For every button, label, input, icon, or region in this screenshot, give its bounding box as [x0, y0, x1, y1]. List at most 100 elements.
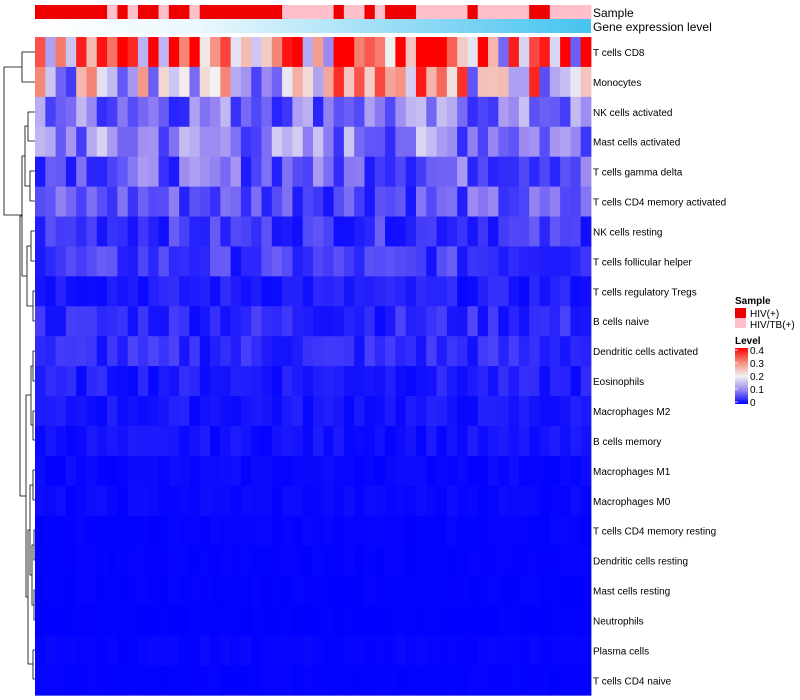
heatmap-cell	[415, 336, 427, 367]
heatmap-cell	[86, 485, 98, 517]
heatmap-cell	[426, 396, 437, 427]
heatmap-cell	[230, 66, 242, 98]
heatmap-cell	[549, 545, 561, 576]
heatmap-cell	[199, 545, 211, 576]
heatmap-cell	[261, 396, 273, 427]
heatmap-cell	[374, 396, 386, 427]
heatmap-cell	[570, 276, 582, 307]
heatmap-cell	[179, 186, 190, 217]
heatmap-cell	[45, 306, 56, 337]
heatmap-cell	[374, 336, 386, 367]
heatmap-cell	[364, 306, 376, 337]
heatmap-cell	[415, 545, 427, 576]
heatmap-cell	[65, 336, 77, 367]
heatmap-cell	[333, 276, 345, 307]
row-label: T cells gamma delta	[593, 168, 683, 179]
heatmap-cell	[415, 665, 427, 696]
heatmap-cell	[457, 545, 468, 576]
heatmap-cell	[498, 156, 510, 187]
heatmap-cell	[86, 276, 98, 307]
heatmap-cell	[137, 126, 149, 158]
heatmap-cell	[498, 665, 510, 696]
heatmap-cell	[549, 635, 561, 666]
heatmap-cell	[405, 37, 417, 68]
heatmap-cell	[35, 66, 46, 98]
heatmap-cell	[467, 66, 479, 98]
heatmap-cell	[518, 96, 530, 128]
heatmap-cell	[385, 276, 396, 307]
heatmap-cell	[343, 276, 355, 307]
heatmap-cell	[446, 545, 458, 576]
heatmap-cell	[55, 366, 67, 397]
heatmap-cell	[179, 515, 190, 547]
heatmap-cell	[426, 485, 437, 517]
heatmap-cell	[323, 366, 334, 397]
heatmap-cell	[539, 336, 551, 367]
heatmap-cell	[518, 575, 530, 606]
heatmap-cell	[271, 186, 283, 217]
sample-annotation-cell	[343, 5, 355, 19]
heatmap-cell	[539, 485, 551, 517]
heatmap-cell	[508, 156, 520, 187]
heatmap-cell	[385, 605, 396, 636]
heatmap-cell	[189, 425, 201, 457]
heatmap-cell	[107, 96, 118, 128]
heatmap-cell	[86, 575, 98, 606]
heatmap-cell	[148, 425, 159, 457]
heatmap-cell	[45, 515, 56, 547]
heatmap-cell	[508, 66, 520, 98]
heatmap-cell	[333, 216, 345, 247]
heatmap-cell	[240, 37, 252, 68]
heatmap-cell	[107, 37, 118, 68]
heatmap-cell	[230, 515, 242, 547]
heatmap-cell	[302, 246, 314, 277]
heatmap-cell	[302, 605, 314, 636]
heatmap-cell	[107, 186, 118, 217]
heatmap-cell	[179, 425, 190, 457]
heatmap-cell	[508, 126, 520, 158]
heatmap-cell	[560, 575, 571, 606]
heatmap-cell	[529, 336, 540, 367]
heatmap-cell	[436, 126, 448, 158]
heatmap-cell	[477, 66, 489, 98]
heatmap-cell	[529, 366, 540, 397]
heatmap-cell	[529, 396, 540, 427]
heatmap-cell	[457, 455, 468, 487]
heatmap-cell	[333, 545, 345, 576]
heatmap-cell	[168, 66, 180, 98]
heatmap-cell	[405, 545, 417, 576]
heatmap-cell	[210, 216, 221, 247]
sample-annotation-cell	[240, 5, 252, 19]
row-label: T cells follicular helper	[593, 257, 692, 268]
heatmap-cell	[127, 66, 139, 98]
heatmap-cell	[76, 605, 87, 636]
heatmap-cell	[189, 37, 201, 68]
heatmap-cell	[518, 66, 530, 98]
heatmap-cell	[76, 276, 87, 307]
heatmap-cell	[45, 126, 56, 158]
heatmap-cell	[302, 455, 314, 487]
heatmap-cell	[333, 396, 345, 427]
heatmap-cell	[96, 575, 108, 606]
heatmap-cell	[488, 186, 499, 217]
heatmap-cell	[488, 246, 499, 277]
heatmap-cell	[570, 545, 582, 576]
heatmap-cell	[55, 336, 67, 367]
heatmap-cell	[354, 66, 365, 98]
heatmap-cell	[354, 336, 365, 367]
heatmap-cell	[436, 216, 448, 247]
heatmap-cell	[45, 276, 56, 307]
heatmap-cell	[189, 635, 201, 666]
heatmap-cell	[580, 455, 592, 487]
heatmap-cell	[210, 635, 221, 666]
heatmap-cell	[127, 605, 139, 636]
heatmap-cell	[518, 455, 530, 487]
heatmap-cell	[107, 635, 118, 666]
heatmap-cell	[467, 605, 479, 636]
heatmap-cell	[199, 186, 211, 217]
heatmap-cell	[385, 396, 396, 427]
heatmap-cell	[271, 126, 283, 158]
heatmap-cell	[354, 186, 365, 217]
heatmap-cell	[117, 216, 129, 247]
heatmap-cell	[560, 366, 571, 397]
